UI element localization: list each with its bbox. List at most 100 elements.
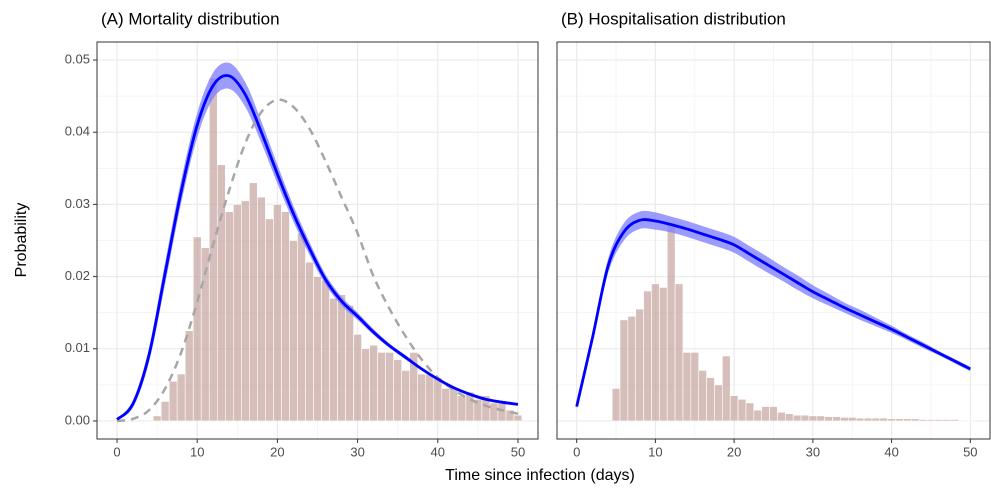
histogram-bar [168, 380, 178, 422]
histogram-bar [497, 402, 507, 422]
histogram-bar [666, 222, 676, 422]
histogram-bar [425, 373, 435, 422]
y-tick-label: 0.00 [65, 412, 90, 427]
panel-title: (B) Hospitalisation distribution [561, 9, 786, 28]
histogram-bar [832, 416, 841, 422]
histogram-bar [369, 344, 378, 422]
x-tick-label: 40 [431, 444, 445, 459]
histogram-bar [950, 419, 959, 422]
x-tick-label: 10 [190, 444, 204, 459]
histogram-bar [745, 402, 755, 422]
histogram-bar [942, 419, 951, 422]
x-tick-label: 50 [963, 444, 977, 459]
histogram-bar [714, 384, 723, 422]
histogram-bar [887, 418, 896, 422]
histogram-bar [855, 417, 865, 422]
histogram-bar [895, 418, 904, 422]
x-tick-label: 30 [350, 444, 364, 459]
histogram-bar [824, 416, 833, 422]
histogram-bar [722, 355, 731, 422]
histogram-bar [761, 406, 770, 422]
histogram-bar [934, 419, 944, 422]
x-tick-label: 20 [727, 444, 741, 459]
y-tick-label: 0.01 [65, 340, 90, 355]
histogram-bar [401, 370, 411, 422]
histogram-bar [192, 236, 202, 422]
histogram-bar [611, 388, 621, 422]
histogram-bar [160, 401, 170, 422]
fit-line [116, 74, 519, 421]
panel-border [556, 41, 991, 440]
histogram-bar [385, 352, 394, 422]
histogram-bar [329, 297, 338, 422]
y-tick-label: 0.05 [65, 51, 90, 66]
histogram-bar [847, 417, 857, 422]
histogram-bar [457, 395, 467, 422]
histogram-bar [241, 200, 250, 422]
histogram-bar [958, 419, 967, 422]
histogram-bar [353, 334, 362, 422]
histogram-bar [441, 388, 451, 422]
histogram-bar [176, 373, 186, 422]
histogram-bar [729, 395, 739, 422]
histogram-bar [918, 419, 928, 422]
histogram-bar [737, 398, 747, 422]
x-tick-label: 40 [884, 444, 898, 459]
histogram-bar [265, 218, 274, 422]
histogram-bar [903, 418, 912, 422]
histogram-bar [840, 417, 849, 422]
x-tick-label: 20 [270, 444, 284, 459]
histogram-bar [393, 359, 402, 422]
histogram-bar [627, 315, 637, 422]
histogram-bar [281, 211, 290, 422]
fit-line [575, 218, 971, 407]
histogram-bar [863, 417, 873, 422]
y-tick-label: 0.02 [65, 268, 90, 283]
histogram-bar [377, 352, 386, 422]
histogram-bar [297, 232, 306, 422]
histogram-bar [619, 319, 629, 422]
x-tick-label: 0 [113, 444, 120, 459]
histogram-bar [489, 402, 499, 422]
histogram-bar [635, 308, 644, 422]
histogram-bar [800, 414, 810, 422]
histogram-bar [345, 305, 354, 422]
histogram-bar [313, 276, 322, 422]
x-tick-label: 30 [806, 444, 820, 459]
histogram-bar [910, 418, 920, 422]
panel-title: (A) Mortality distribution [101, 9, 280, 28]
histogram-bar [249, 182, 258, 422]
x-tick-label: 0 [573, 444, 580, 459]
histogram-bar [769, 406, 778, 422]
y-axis-label: Probability [13, 203, 30, 278]
x-axis-label: Time since infection (days) [445, 467, 635, 484]
histogram-bar [289, 240, 298, 422]
reference-line [116, 98, 519, 423]
histogram-bar [792, 414, 802, 422]
histogram-bar [816, 415, 825, 422]
histogram-bar [224, 211, 234, 422]
histogram-bar [753, 409, 762, 422]
histogram-bar [513, 414, 523, 422]
histogram-bar [926, 419, 936, 422]
histogram-bar [321, 279, 330, 422]
histogram-bar [674, 283, 684, 422]
histogram-bar [643, 290, 652, 422]
histogram-bar [433, 377, 443, 422]
histogram-bar [659, 287, 668, 422]
histogram-bar [777, 411, 786, 422]
x-tick-label: 50 [511, 444, 525, 459]
histogram-bar [273, 204, 282, 422]
histogram-bar [361, 348, 370, 422]
histogram-bar [257, 196, 266, 422]
histogram-bar [651, 283, 660, 422]
histogram-bar [966, 419, 975, 422]
histogram-bar [152, 415, 162, 422]
histogram-bar [785, 413, 794, 422]
histogram-bar [690, 352, 700, 422]
histogram-bar [698, 370, 707, 422]
x-tick-label: 10 [648, 444, 662, 459]
histogram-bar [305, 261, 314, 422]
